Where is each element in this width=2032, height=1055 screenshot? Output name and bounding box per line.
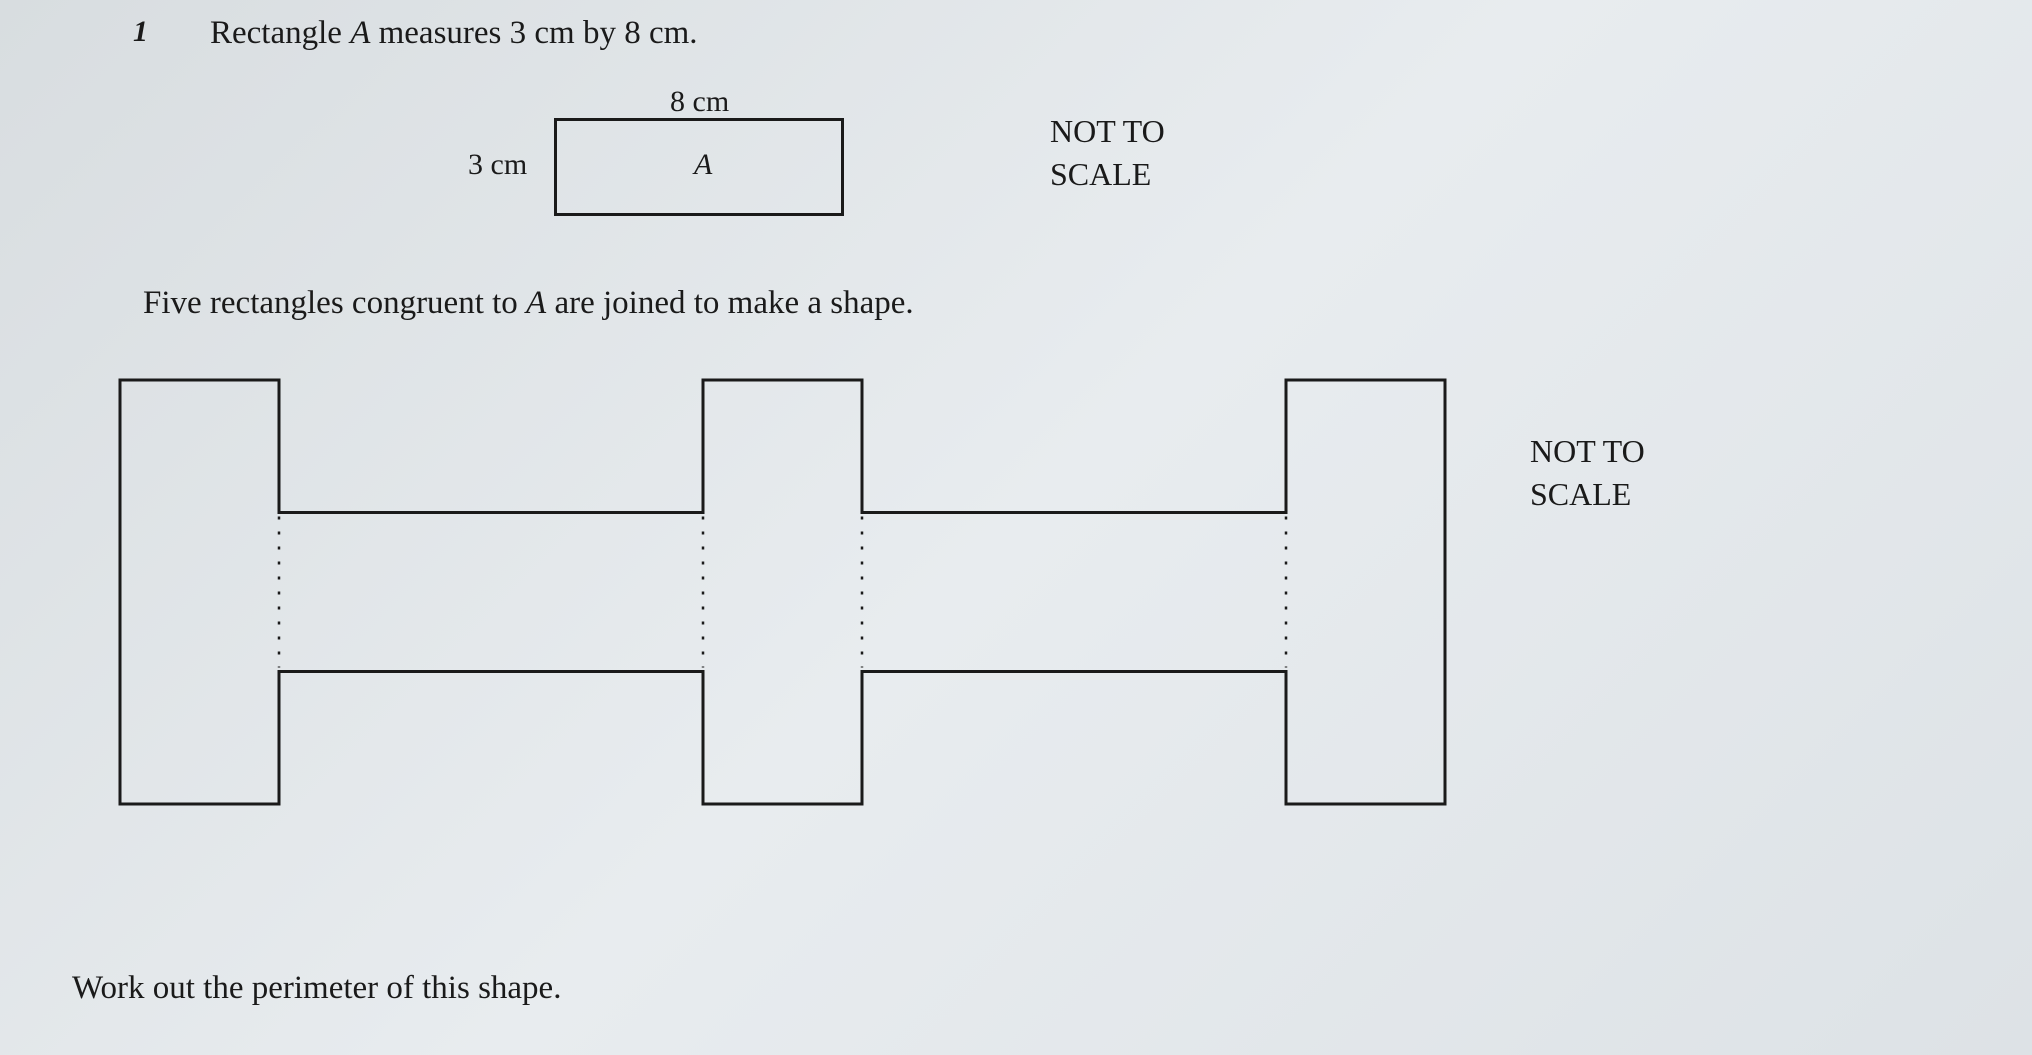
compound-outline [120, 380, 1445, 804]
question-number: 1 [133, 15, 148, 49]
question-line-3: Work out the perimeter of this shape. [72, 970, 561, 1007]
question-line-2: Five rectangles congruent to A are joine… [143, 285, 914, 322]
rectangle-a-svg [554, 118, 844, 216]
question-line-1: Rectangle A measures 3 cm by 8 cm. [210, 15, 698, 52]
height-label: 3 cm [468, 148, 527, 182]
compound-shape-svg [100, 360, 1450, 920]
not-to-scale-2: NOT TO SCALE [1530, 430, 1645, 516]
width-label: 8 cm [670, 85, 729, 119]
not-to-scale-1: NOT TO SCALE [1050, 110, 1165, 196]
